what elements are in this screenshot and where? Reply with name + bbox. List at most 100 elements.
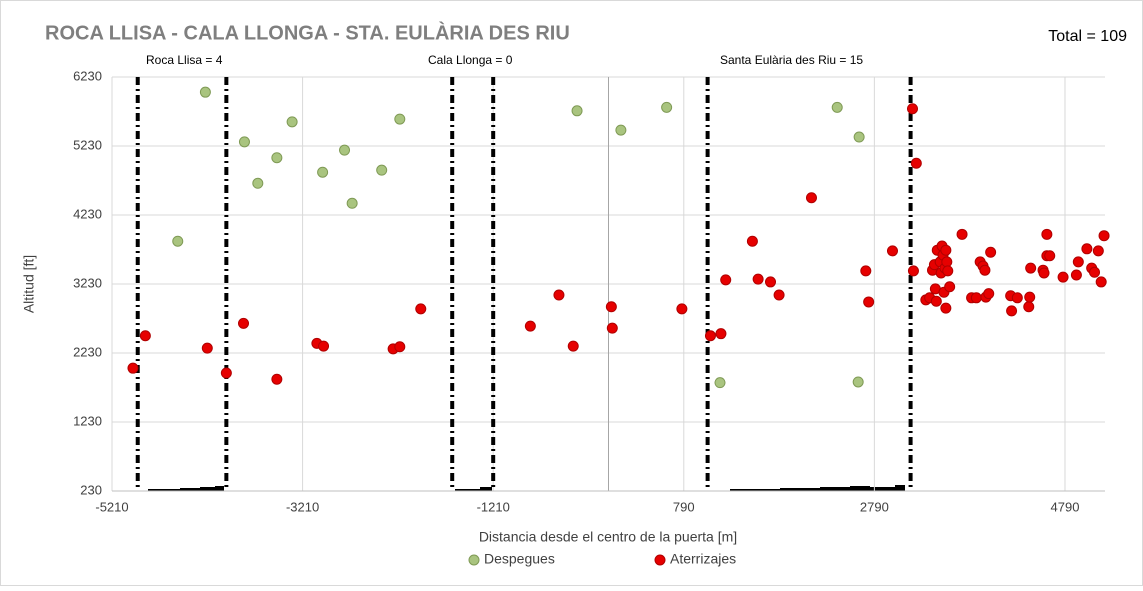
x-tick-label: 790 bbox=[673, 499, 695, 514]
x-tick-label: 4790 bbox=[1051, 499, 1080, 514]
data-point bbox=[805, 192, 817, 204]
data-point bbox=[571, 105, 583, 117]
data-point bbox=[1025, 262, 1037, 274]
y-tick-label: 5230 bbox=[73, 137, 102, 152]
zone-annotation: Roca Llisa = 4 bbox=[146, 53, 223, 67]
data-point bbox=[605, 301, 617, 313]
data-point bbox=[1041, 228, 1053, 240]
x-tick-label: -1210 bbox=[477, 499, 510, 514]
data-point bbox=[752, 273, 764, 285]
data-point bbox=[172, 235, 184, 247]
data-point bbox=[346, 197, 358, 209]
data-point bbox=[714, 377, 726, 389]
data-point bbox=[1072, 256, 1084, 268]
data-point bbox=[863, 296, 875, 308]
x-tick-label: -5210 bbox=[95, 499, 128, 514]
data-point bbox=[524, 320, 536, 332]
legend-label: Aterrizajes bbox=[670, 551, 736, 567]
data-point bbox=[985, 246, 997, 258]
data-point bbox=[318, 340, 330, 352]
data-point bbox=[606, 322, 618, 334]
data-point bbox=[746, 235, 758, 247]
data-point bbox=[979, 264, 991, 276]
data-point bbox=[942, 265, 954, 277]
data-point bbox=[1070, 269, 1082, 281]
data-point bbox=[676, 303, 688, 315]
data-point bbox=[661, 101, 673, 113]
data-point bbox=[271, 152, 283, 164]
data-point bbox=[983, 288, 995, 300]
data-point bbox=[715, 328, 727, 340]
data-point bbox=[317, 166, 329, 178]
y-tick-label: 3230 bbox=[73, 275, 102, 290]
data-point bbox=[139, 330, 151, 342]
total-label: Total = 109 bbox=[1048, 28, 1127, 45]
data-point bbox=[394, 113, 406, 125]
data-point bbox=[860, 265, 872, 277]
data-point bbox=[376, 164, 388, 176]
data-point bbox=[201, 342, 213, 354]
x-axis-title: Distancia desde el centro de la puerta [… bbox=[479, 529, 737, 545]
data-point bbox=[930, 295, 942, 307]
data-point bbox=[238, 317, 250, 329]
data-point bbox=[765, 276, 777, 288]
x-tick-label: 2790 bbox=[860, 499, 889, 514]
data-point bbox=[940, 302, 952, 314]
legend-label: Despegues bbox=[484, 551, 555, 567]
y-tick-label: 1230 bbox=[73, 413, 102, 428]
data-point bbox=[339, 144, 351, 156]
data-point bbox=[1057, 271, 1069, 283]
data-point bbox=[773, 289, 785, 301]
data-point bbox=[567, 340, 579, 352]
data-point bbox=[956, 228, 968, 240]
legend-marker bbox=[468, 554, 480, 566]
data-point bbox=[1023, 301, 1035, 313]
data-point bbox=[1024, 291, 1036, 303]
data-point bbox=[1006, 305, 1018, 317]
zone-annotation: Cala Llonga = 0 bbox=[428, 53, 513, 67]
data-point bbox=[852, 376, 864, 388]
data-point bbox=[1044, 250, 1056, 262]
data-point bbox=[704, 330, 716, 342]
data-point bbox=[1095, 276, 1107, 288]
data-point bbox=[853, 131, 865, 143]
data-point bbox=[220, 367, 232, 379]
y-tick-label: 4230 bbox=[73, 206, 102, 221]
x-tick-label: -3210 bbox=[286, 499, 319, 514]
y-tick-label: 6230 bbox=[73, 68, 102, 83]
data-point bbox=[886, 245, 898, 257]
data-point bbox=[720, 274, 732, 286]
y-axis-title: Altitud [ft] bbox=[21, 255, 37, 313]
data-point bbox=[394, 341, 406, 353]
y-tick-label: 230 bbox=[80, 482, 102, 497]
data-point bbox=[127, 362, 139, 374]
data-point bbox=[415, 303, 427, 315]
data-point bbox=[1098, 230, 1110, 242]
data-point bbox=[252, 177, 264, 189]
data-point bbox=[1038, 267, 1050, 279]
data-point bbox=[907, 265, 919, 277]
data-point bbox=[1089, 266, 1101, 278]
data-point bbox=[553, 289, 565, 301]
data-point bbox=[199, 86, 211, 98]
data-point bbox=[1011, 292, 1023, 304]
data-point bbox=[906, 103, 918, 115]
data-point bbox=[941, 256, 953, 268]
data-point bbox=[286, 116, 298, 128]
data-point bbox=[940, 244, 952, 256]
data-point bbox=[1081, 243, 1093, 255]
data-point bbox=[970, 292, 982, 304]
data-point bbox=[1092, 245, 1104, 257]
legend-marker bbox=[654, 554, 666, 566]
data-point bbox=[944, 281, 956, 293]
data-point bbox=[831, 101, 843, 113]
y-tick-label: 2230 bbox=[73, 344, 102, 359]
terrain-profile bbox=[148, 485, 905, 491]
zone-annotation: Santa Eulària des Riu = 15 bbox=[720, 53, 863, 67]
data-point bbox=[910, 157, 922, 169]
data-point bbox=[271, 373, 283, 385]
data-point bbox=[238, 136, 250, 148]
chart-title: ROCA LLISA - CALA LLONGA - STA. EULÀRIA … bbox=[45, 21, 570, 44]
